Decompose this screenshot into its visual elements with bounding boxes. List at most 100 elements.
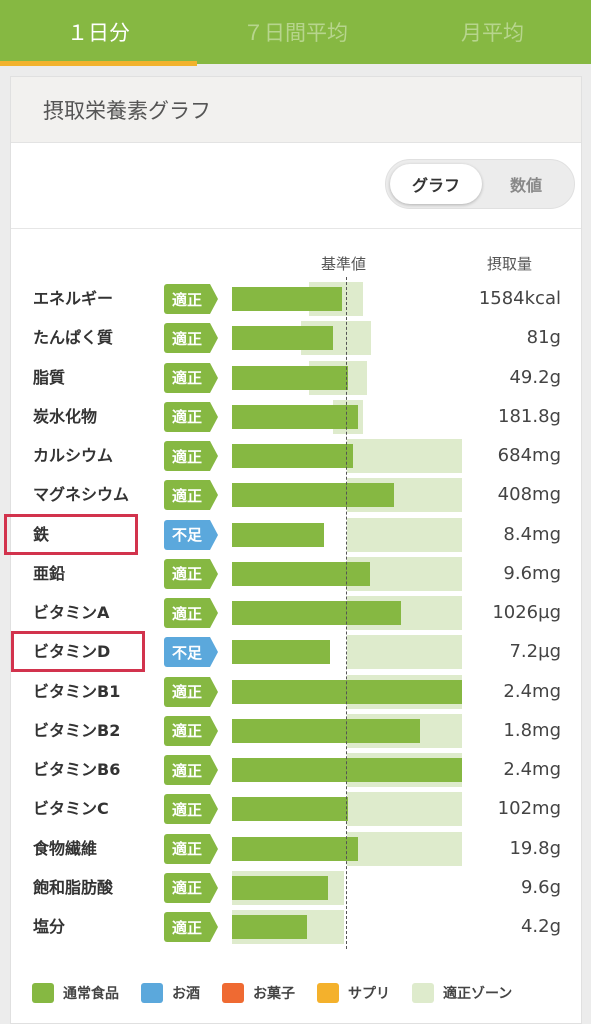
divider [11, 228, 581, 229]
legend-item: お菓子 [222, 983, 295, 1003]
view-toggle: グラフ 数値 [385, 159, 575, 209]
status-badge: 適正 [164, 715, 218, 746]
status-badge: 適正 [164, 558, 218, 589]
intake-bar [232, 875, 328, 900]
nutrient-name: ビタミンC [33, 799, 109, 819]
nutrient-row: 食物繊維 適正 19.8g [11, 830, 583, 868]
legend-item: お酒 [141, 983, 200, 1003]
intake-value: 102mg [497, 798, 561, 820]
toggle-number-option[interactable]: 数値 [509, 176, 542, 195]
legend-swatch [317, 983, 339, 1003]
intake-value: 9.6g [520, 876, 561, 898]
status-badge: 適正 [164, 362, 218, 393]
intake-value: 9.6mg [503, 562, 561, 584]
nutrient-row: たんぱく質 適正 81g [11, 319, 583, 357]
intake-bar [232, 758, 462, 782]
intake-value: 1026µg [492, 602, 561, 623]
intake-value: 2.4mg [503, 759, 561, 780]
status-badge: 適正 [164, 284, 218, 314]
status-badge: 不足 [164, 519, 218, 550]
nutrient-row: 塩分 適正 4.2g [11, 908, 583, 946]
legend: 通常食品 お酒 お菓子 サプリ 適正ゾーン [10, 970, 582, 1016]
intake-value: 1584kcal [478, 288, 561, 309]
nutrient-name: 脂質 [33, 367, 66, 387]
nutrient-name: 亜鉛 [33, 563, 66, 583]
status-badge: 適正 [164, 912, 218, 942]
intake-value: 19.8g [509, 837, 561, 859]
tab-one-day[interactable]: １日分 [0, 0, 197, 66]
reference-column-header: 基準値 [321, 255, 367, 273]
intake-bar [232, 679, 462, 704]
intake-value: 684mg [497, 445, 561, 466]
legend-label: お酒 [172, 986, 200, 1002]
nutrient-graph-card: 摂取栄養素グラフ グラフ 数値 基準値 摂取量 エネルギー 適正 1584kcal た… [4, 76, 583, 1024]
status-badge: 適正 [164, 598, 218, 628]
optimal-zone [347, 439, 462, 473]
intake-bar [232, 326, 333, 351]
optimal-zone [347, 517, 462, 552]
legend-item: サプリ [317, 983, 390, 1003]
nutrient-row: カルシウム 適正 684mg [11, 437, 583, 475]
intake-value: 181.8g [498, 405, 561, 427]
optimal-zone [347, 792, 462, 827]
nutrient-name: マグネシウム [33, 485, 130, 505]
status-badge: 適正 [164, 441, 218, 471]
intake-bar [232, 915, 307, 939]
intake-value: 1.8mg [503, 719, 561, 741]
nutrient-row: ビタミンA 適正 1026µg [11, 594, 583, 632]
tab-monthly-average[interactable]: 月平均 [461, 21, 524, 45]
status-badge: 適正 [164, 872, 218, 903]
intake-bar [232, 601, 401, 625]
legend-swatch [412, 983, 434, 1003]
nutrient-row: マグネシウム 適正 408mg [11, 476, 583, 514]
intake-bar [232, 404, 358, 429]
status-badge: 不足 [164, 637, 218, 668]
status-badge: 適正 [164, 794, 218, 825]
status-badge: 適正 [164, 755, 218, 785]
intake-value: 2.4mg [503, 680, 561, 702]
intake-bar [232, 561, 370, 586]
intake-bar [232, 640, 330, 665]
period-tabs: １日分 ７日間平均 月平均 [0, 0, 591, 66]
legend-label: サプリ [348, 986, 390, 1002]
optimal-zone [347, 831, 462, 866]
highlight-box-vitamin-d [11, 631, 145, 672]
nutrient-name: ビタミンB2 [33, 720, 121, 740]
tab-seven-day-average[interactable]: ７日間平均 [243, 21, 348, 45]
nutrient-name: 塩分 [33, 917, 66, 936]
nutrient-row: ビタミンB1 適正 2.4mg [11, 673, 583, 711]
legend-item: 通常食品 [32, 983, 119, 1003]
intake-value: 7.2µg [509, 641, 561, 663]
status-badge: 適正 [164, 401, 218, 432]
nutrient-row: ビタミンC 適正 102mg [11, 790, 583, 828]
status-badge: 適正 [164, 480, 218, 511]
legend-swatch [32, 983, 54, 1003]
status-badge: 適正 [164, 833, 218, 864]
nutrient-name: カルシウム [33, 446, 114, 465]
intake-value: 49.2g [509, 366, 561, 388]
nutrient-name: たんぱく質 [33, 328, 114, 348]
reference-line [346, 277, 347, 949]
nutrient-name: ビタミンB1 [33, 681, 121, 701]
nutrient-row: 脂質 適正 49.2g [11, 359, 583, 397]
intake-bar [232, 287, 342, 311]
legend-label: 適正ゾーン [443, 986, 513, 1002]
nutrient-row: ビタミンB2 適正 1.8mg [11, 712, 583, 750]
intake-bar [232, 718, 420, 743]
nutrient-row: 亜鉛 適正 9.6mg [11, 555, 583, 593]
legend-swatch [141, 983, 163, 1003]
legend-swatch [222, 983, 244, 1003]
legend-label: お菓子 [253, 986, 295, 1002]
nutrient-name: エネルギー [33, 289, 114, 308]
card-title: 摂取栄養素グラフ [11, 77, 581, 143]
nutrient-name: 鉄 [33, 524, 50, 544]
nutrient-name: ビタミンB6 [33, 760, 121, 779]
legend-item: 適正ゾーン [412, 983, 512, 1003]
intake-bar [232, 483, 394, 508]
intake-bar [232, 797, 348, 822]
legend-label: 通常食品 [63, 986, 119, 1002]
intake-value: 4.2g [520, 916, 561, 937]
toggle-graph-option[interactable]: グラフ [390, 164, 482, 204]
nutrient-name: 飽和脂肪酸 [33, 877, 114, 897]
intake-value: 408mg [497, 484, 561, 506]
